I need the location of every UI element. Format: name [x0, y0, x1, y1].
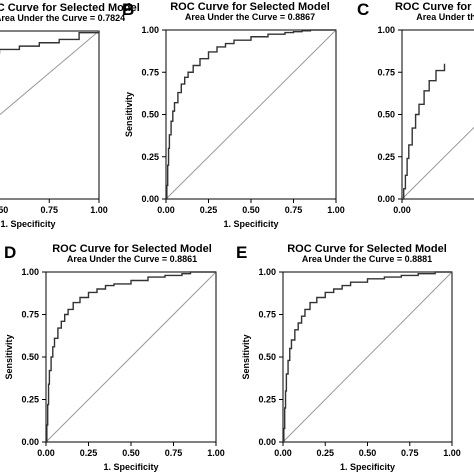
plot-subtitle: Area Under the Curve = 0.8861: [67, 254, 197, 264]
roc-curve: [46, 271, 216, 443]
x-tick-label: 0.00: [37, 448, 55, 458]
panel-letter: C: [357, 0, 369, 19]
reference-diagonal: [282, 271, 453, 443]
plot-title: ROC Curve for Selected Model: [170, 1, 330, 13]
y-tick-label: 0.25: [21, 395, 39, 405]
plot-frame: [0, 30, 100, 200]
y-tick-label: 0.25: [141, 152, 159, 162]
x-tick-label: 0.00: [274, 448, 292, 458]
y-tick-label: 1.00: [377, 25, 395, 35]
x-tick-label: 0.25: [200, 205, 218, 215]
x-tick-label: 0.00: [393, 205, 411, 215]
reference-diagonal: [45, 271, 217, 443]
roc-curve: [402, 63, 446, 200]
x-axis-label: 1. Specificity: [340, 462, 395, 472]
x-tick-label: 0.25: [316, 448, 334, 458]
panel-letter: E: [236, 243, 247, 262]
x-tick-label: 0.75: [165, 448, 183, 458]
y-tick-label: 0.75: [21, 310, 39, 320]
x-tick-label: 1.00: [90, 205, 108, 215]
reference-diagonal: [0, 30, 100, 116]
plot-subtitle: Area Under the Curve = 0.8867: [185, 12, 315, 22]
y-tick-label: 0.75: [141, 67, 159, 77]
x-tick-label: 0.25: [80, 448, 98, 458]
plot-subtitle: Area Under th: [416, 12, 474, 22]
roc-curve: [283, 271, 452, 443]
y-tick-label: 0.50: [377, 110, 395, 120]
y-tick-label: 0.50: [258, 352, 276, 362]
x-axis-label: 1. Specificity: [223, 219, 278, 229]
y-tick-label: 1.00: [258, 267, 276, 277]
y-tick-label: 0.00: [141, 194, 159, 204]
x-tick-label: 0.50: [0, 205, 8, 215]
y-tick-label: 0.75: [258, 310, 276, 320]
panel-letter: B: [122, 0, 134, 19]
panel-letter: D: [4, 243, 16, 262]
plot-title: ROC Curve for Selected Model: [52, 243, 212, 255]
plot-frame: [401, 29, 474, 200]
x-axis-label: 1. Specificity: [103, 462, 158, 472]
y-tick-label: 0.25: [258, 395, 276, 405]
reference-diagonal: [401, 126, 474, 200]
x-tick-label: 1.00: [207, 448, 225, 458]
y-tick-label: 0.00: [377, 194, 395, 204]
y-axis-label: Sensitivity: [4, 334, 14, 379]
x-axis-label: 1. Specificity: [0, 219, 55, 229]
y-tick-label: 0.25: [377, 152, 395, 162]
x-tick-label: 0.50: [242, 205, 260, 215]
x-tick-label: 0.50: [122, 448, 140, 458]
x-tick-label: 0.00: [157, 205, 175, 215]
y-tick-label: 0.50: [21, 352, 39, 362]
y-tick-label: 1.00: [141, 25, 159, 35]
roc-curve: [166, 29, 336, 200]
y-tick-label: 0.50: [141, 110, 159, 120]
plot-title: ROC Curve for Sele: [395, 1, 474, 13]
x-tick-label: 0.75: [285, 205, 303, 215]
y-axis-label: Sensitivity: [124, 92, 134, 137]
plot-title: ROC Curve for Selected Model: [0, 2, 140, 14]
x-tick-label: 1.00: [327, 205, 345, 215]
panel-c: C ROC Curve for SeleArea Under th 0.000.00…: [357, 0, 474, 215]
y-tick-label: 1.00: [21, 267, 39, 277]
plot-subtitle: Area Under the Curve = 0.8881: [302, 254, 432, 264]
x-tick-label: 0.75: [40, 205, 58, 215]
y-tick-label: 0.00: [21, 437, 39, 447]
x-tick-label: 0.75: [401, 448, 419, 458]
x-tick-label: 0.50: [359, 448, 377, 458]
y-tick-label: 0.00: [258, 437, 276, 447]
x-tick-label: 1.00: [443, 448, 461, 458]
roc-curve: [0, 31, 100, 54]
y-tick-label: 0.75: [377, 67, 395, 77]
reference-diagonal: [165, 29, 337, 200]
plot-subtitle: Area Under the Curve = 0.7824: [0, 13, 125, 23]
y-axis-label: Sensitivity: [241, 334, 251, 379]
plot-title: ROC Curve for Selected Model: [287, 243, 447, 255]
